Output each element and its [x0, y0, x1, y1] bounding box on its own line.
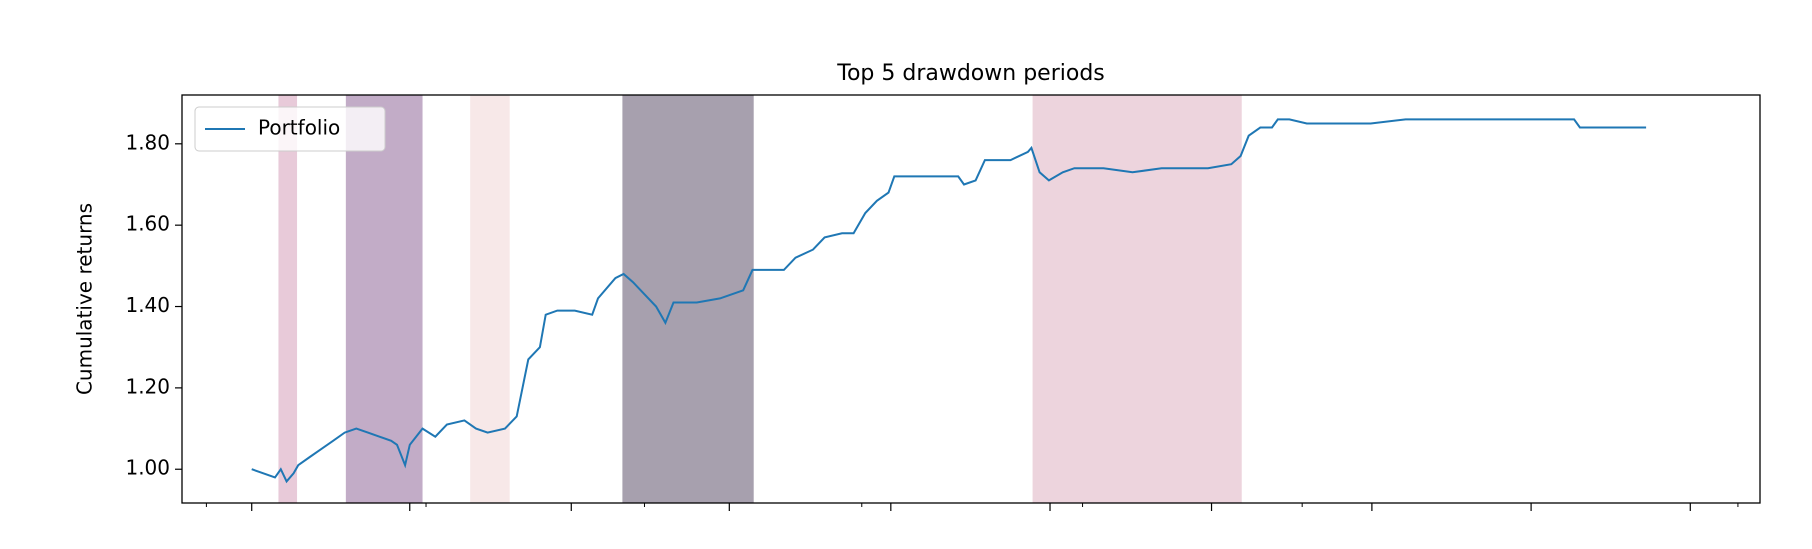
- y-tick-label: 1.60: [125, 212, 170, 236]
- plot-frame: [181, 94, 1761, 504]
- drawdown-span: [622, 95, 754, 503]
- y-tick-label: 1.20: [125, 374, 170, 398]
- line: [251, 118, 1647, 484]
- y-tick-label: 1.40: [125, 293, 170, 317]
- y-tick-label: 1.00: [125, 456, 170, 480]
- drawdown-span: [1032, 95, 1242, 503]
- drawdown-span: [278, 95, 298, 503]
- drawdown-span: [345, 95, 423, 503]
- legend-box: [194, 106, 386, 152]
- drawdown-span: [470, 95, 510, 503]
- legend-label: Portfolio: [258, 116, 340, 140]
- chart-title: Top 5 drawdown periods: [836, 61, 1105, 86]
- y-axis-label: Cumulative returns: [73, 203, 97, 395]
- y-tick-label: 1.80: [125, 130, 170, 154]
